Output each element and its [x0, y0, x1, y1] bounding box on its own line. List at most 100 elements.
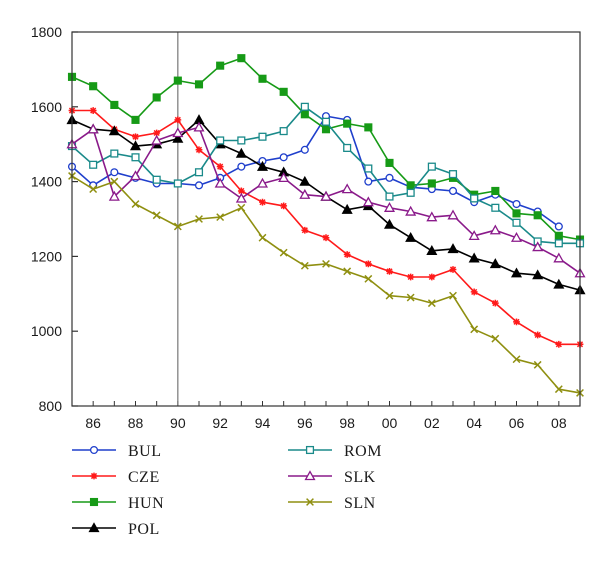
- data-point-bul: [448, 186, 458, 196]
- data-point-rom: [321, 117, 331, 126]
- data-point-pol: [489, 258, 501, 269]
- legend-marker: [88, 522, 100, 533]
- data-point-pol: [108, 125, 120, 136]
- data-point-rom: [258, 132, 267, 141]
- data-point-slk: [489, 224, 501, 235]
- data-point-pol: [341, 203, 353, 214]
- series-sln: [68, 172, 584, 397]
- legend-marker: [90, 472, 98, 480]
- data-point-cze: [555, 340, 563, 348]
- data-point-rom: [131, 153, 140, 162]
- data-point-rom: [110, 149, 119, 158]
- data-point-slk: [235, 192, 247, 203]
- data-point-bul: [300, 145, 309, 154]
- y-tick-label: 800: [39, 398, 63, 414]
- data-point-sln: [406, 293, 415, 302]
- data-point-sln: [533, 360, 542, 369]
- data-point-hun: [364, 123, 373, 132]
- data-point-slk: [108, 190, 120, 201]
- legend-label: BUL: [128, 443, 162, 460]
- data-point-sln: [491, 334, 500, 343]
- data-point-sln: [322, 259, 330, 268]
- data-point-rom: [470, 194, 479, 203]
- x-tick-label: 96: [297, 415, 313, 431]
- data-point-sln: [300, 261, 309, 270]
- data-point-pol: [129, 140, 142, 151]
- legend-marker: [89, 445, 99, 455]
- data-point-pol: [468, 252, 480, 263]
- data-point-cze: [89, 107, 97, 114]
- data-point-hun: [194, 80, 204, 89]
- legend-item-rom: ROM: [288, 443, 382, 460]
- plot-frame: [71, 31, 581, 407]
- data-point-cze: [428, 273, 436, 281]
- data-point-bul: [512, 199, 521, 209]
- data-point-cze: [534, 331, 542, 339]
- data-point-sln: [385, 291, 394, 300]
- x-tick-labels: 86 88 90 92 94 96 98 00 02 04 06 08: [85, 415, 566, 431]
- legend-label: SLN: [344, 495, 376, 512]
- data-point-hun: [321, 125, 331, 134]
- data-point-sln: [427, 299, 436, 308]
- data-point-rom: [343, 143, 352, 152]
- legend: BUL CZE HUN POL ROM SLK SLN: [72, 443, 382, 538]
- data-point-hun: [173, 76, 182, 85]
- data-point-sln: [237, 203, 246, 212]
- data-point-hun: [152, 93, 161, 102]
- data-point-pol: [405, 231, 417, 242]
- data-point-cze: [343, 251, 351, 258]
- data-point-hun: [427, 179, 436, 188]
- data-point-slk: [553, 252, 565, 263]
- data-point-bul: [385, 173, 394, 182]
- data-point-pol: [532, 269, 544, 280]
- data-point-pol: [235, 147, 247, 158]
- data-point-hun: [406, 181, 415, 190]
- series-rom: [67, 102, 585, 248]
- data-point-sln: [152, 211, 161, 220]
- data-point-slk: [468, 230, 480, 241]
- data-point-rom: [216, 136, 225, 145]
- data-point-hun: [237, 54, 246, 63]
- data-point-hun: [300, 110, 309, 119]
- series-cze: [68, 107, 584, 348]
- data-point-rom: [427, 162, 436, 171]
- data-point-sln: [449, 291, 457, 300]
- data-point-pol: [383, 218, 396, 229]
- data-point-rom: [512, 218, 521, 227]
- data-point-slk: [172, 127, 184, 138]
- data-point-hun: [279, 87, 288, 96]
- data-point-hun: [491, 186, 500, 196]
- data-point-bul: [110, 168, 119, 177]
- x-tick-label: 08: [551, 415, 567, 431]
- data-point-hun: [385, 158, 394, 167]
- data-point-sln: [512, 355, 521, 364]
- data-point-slk: [214, 177, 226, 188]
- series-layer: [66, 54, 586, 397]
- data-point-rom: [173, 179, 182, 188]
- series-line-hun: [71, 57, 581, 241]
- x-tick-label: 02: [424, 415, 440, 431]
- x-tick-label: 06: [509, 415, 525, 431]
- data-point-sln: [258, 233, 267, 242]
- series-pol: [66, 114, 586, 295]
- data-point-cze: [153, 129, 161, 137]
- data-point-bul: [364, 177, 373, 186]
- data-point-sln: [554, 385, 563, 394]
- data-point-rom: [194, 168, 204, 177]
- legend-item-slk: SLK: [288, 469, 375, 486]
- data-point-rom: [491, 203, 500, 212]
- data-point-rom: [279, 127, 288, 136]
- data-point-slk: [383, 202, 396, 212]
- legend-marker: [306, 498, 314, 506]
- x-tick-label: 00: [382, 415, 398, 431]
- data-point-slk: [447, 209, 459, 220]
- x-tick-label: 86: [85, 415, 101, 431]
- data-point-cze: [470, 288, 478, 296]
- legend-label: ROM: [344, 443, 382, 460]
- data-point-slk: [129, 170, 142, 181]
- data-point-cze: [216, 163, 224, 171]
- legend-label: HUN: [128, 495, 164, 512]
- data-point-slk: [278, 172, 290, 183]
- data-point-sln: [279, 248, 288, 257]
- data-point-rom: [554, 239, 563, 248]
